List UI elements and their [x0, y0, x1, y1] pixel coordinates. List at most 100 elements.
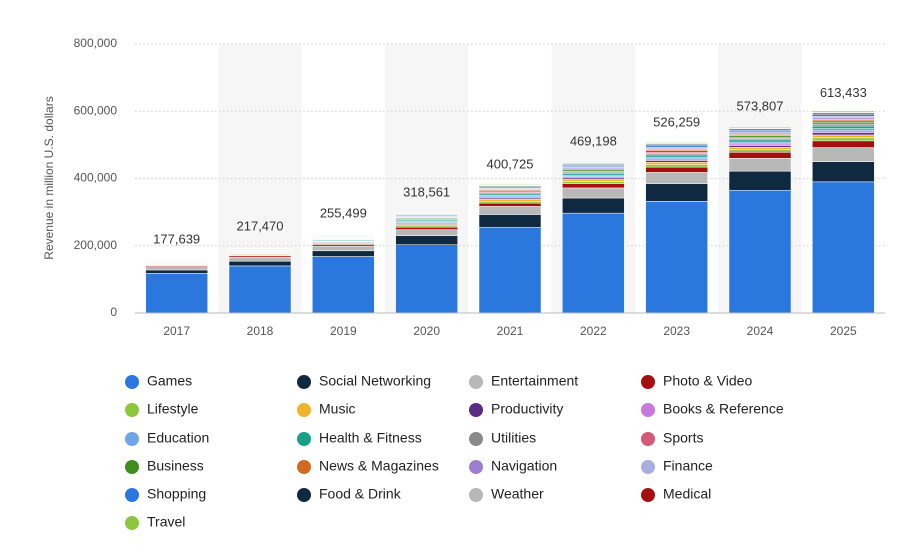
legend-swatch — [469, 488, 483, 502]
bar-segment — [729, 152, 791, 158]
legend-swatch — [125, 403, 139, 417]
bar-segment — [646, 160, 708, 162]
bar-segment — [562, 173, 624, 175]
legend-label: Utilities — [491, 430, 536, 446]
legend-label: Music — [319, 401, 356, 417]
bar-segment — [646, 165, 708, 167]
bar-segment — [562, 181, 624, 183]
legend-label: Photo & Video — [663, 373, 752, 389]
legend-swatch — [297, 375, 311, 389]
legend-label: Productivity — [491, 401, 563, 417]
y-tick-label: 200,000 — [74, 238, 118, 252]
x-tick-label: 2020 — [413, 324, 440, 338]
bar-segment — [479, 203, 541, 206]
x-tick-label: 2019 — [330, 324, 357, 338]
x-tick-label: 2023 — [663, 324, 690, 338]
bar-segment — [396, 236, 458, 245]
legend-swatch — [297, 460, 311, 474]
bar-segment — [229, 266, 291, 313]
legend-label: Medical — [663, 486, 711, 502]
bar-segment — [812, 129, 874, 131]
total-label: 255,499 — [320, 206, 367, 221]
total-label: 400,725 — [487, 157, 534, 172]
bar-segment — [396, 213, 458, 214]
legend-swatch — [641, 403, 655, 417]
legend-swatch — [297, 488, 311, 502]
x-tick-label: 2025 — [830, 324, 857, 338]
bar-segment — [729, 190, 791, 313]
legend-label: Education — [147, 430, 209, 446]
bar-segment — [729, 158, 791, 171]
legend-label: News & Magazines — [319, 458, 439, 474]
legend-swatch — [641, 460, 655, 474]
bar-segment — [312, 246, 374, 251]
bar-segment — [562, 184, 624, 188]
bar-segment — [562, 213, 624, 313]
bar-segment — [646, 172, 708, 183]
bar-segment — [812, 135, 874, 138]
legend-swatch — [125, 488, 139, 502]
y-tick-label: 400,000 — [74, 171, 118, 185]
bar-segment — [729, 140, 791, 142]
legend-label: Social Networking — [319, 373, 431, 389]
bar-segment — [812, 131, 874, 133]
bar-segment — [646, 162, 708, 164]
legend-swatch — [469, 403, 483, 417]
bar-segment — [562, 179, 624, 181]
total-label: 526,259 — [653, 114, 700, 129]
bar-segment — [646, 167, 708, 172]
bar-segment — [729, 147, 791, 149]
legend-label: Games — [147, 373, 192, 389]
legend-swatch — [641, 375, 655, 389]
bar-segment — [479, 199, 541, 201]
bar-segment — [812, 148, 874, 162]
x-tick-label: 2022 — [580, 324, 607, 338]
bar-segment — [312, 244, 374, 246]
total-label: 469,198 — [570, 134, 617, 149]
legend-swatch — [297, 432, 311, 446]
bar-segment — [479, 201, 541, 203]
bar-segment — [479, 214, 541, 227]
x-tick-label: 2024 — [747, 324, 774, 338]
bar-segment — [812, 124, 874, 126]
legend-label: Lifestyle — [147, 401, 199, 417]
legend-label: Entertainment — [491, 373, 578, 389]
total-label: 573,807 — [737, 98, 784, 113]
y-tick-label: 0 — [110, 305, 117, 319]
legend-swatch — [469, 460, 483, 474]
legend-label: Weather — [491, 486, 544, 502]
bar-segment — [229, 257, 291, 261]
bar-segment — [146, 270, 208, 273]
legend-label: Health & Fitness — [319, 430, 422, 446]
bar-segment — [729, 127, 791, 128]
bar-segment — [646, 155, 708, 157]
bar-segment — [812, 141, 874, 148]
total-label: 613,433 — [820, 85, 867, 100]
legend-label: Shopping — [147, 486, 206, 502]
bar-segment — [646, 143, 708, 144]
bar-segment — [812, 126, 874, 129]
total-label: 318,561 — [403, 184, 450, 199]
bar-segment — [312, 251, 374, 257]
y-axis-label: Revenue in million U.S. dollars — [42, 96, 56, 259]
bar-segment — [812, 182, 874, 313]
legend-swatch — [125, 460, 139, 474]
bar-segment — [479, 185, 541, 186]
bar-segment — [812, 162, 874, 182]
bar-segment — [562, 198, 624, 213]
legend-label: Food & Drink — [319, 486, 402, 502]
bar-segment — [729, 142, 791, 144]
legend-swatch — [641, 432, 655, 446]
legend-swatch — [469, 432, 483, 446]
bar-segment — [646, 201, 708, 313]
bar-segment — [562, 188, 624, 198]
legend-swatch — [125, 516, 139, 530]
bar-segment — [229, 261, 291, 266]
bar-segment — [812, 115, 874, 117]
legend-swatch — [297, 403, 311, 417]
bar-segment — [146, 267, 208, 270]
total-label: 177,639 — [153, 232, 200, 247]
bar-segment — [812, 111, 874, 112]
bar-segment — [729, 150, 791, 152]
x-tick-label: 2021 — [497, 324, 524, 338]
